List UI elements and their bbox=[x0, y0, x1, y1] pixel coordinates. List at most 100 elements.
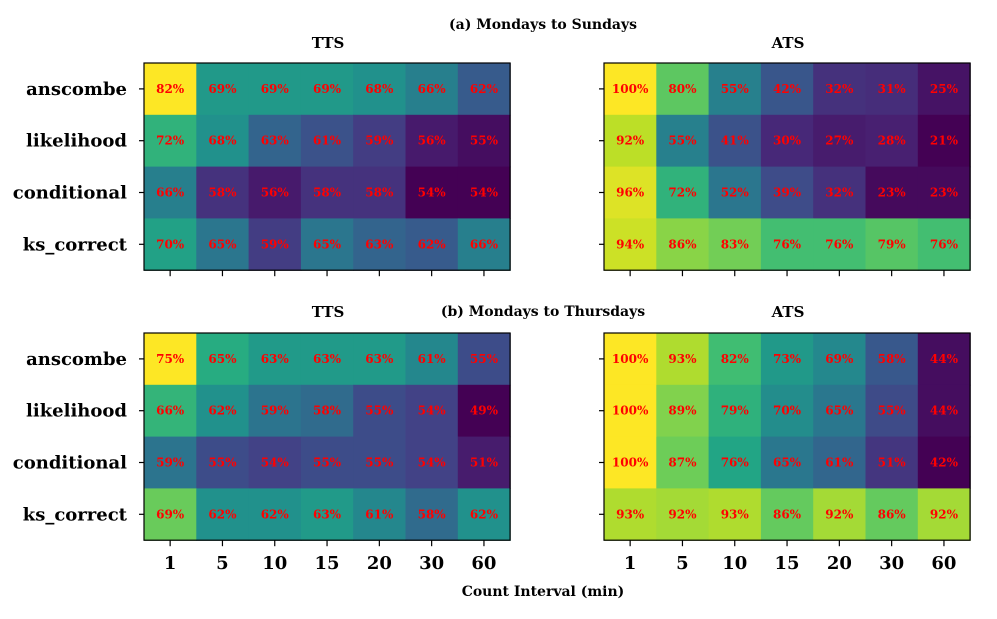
x-tick-label: 30 bbox=[419, 553, 444, 574]
heatmap-cell bbox=[405, 166, 459, 219]
heatmap-cell bbox=[656, 114, 710, 168]
y-tick-label: conditional bbox=[13, 183, 127, 204]
heatmap-cell bbox=[813, 488, 867, 541]
cell-value-label: 54% bbox=[418, 404, 447, 418]
x-tick-label: 5 bbox=[676, 553, 689, 574]
heatmap-cell bbox=[457, 166, 511, 219]
y-tick-label: anscombe bbox=[26, 79, 127, 100]
heatmap-cell bbox=[917, 436, 971, 489]
heatmap-cell bbox=[405, 436, 459, 489]
heatmap-cell bbox=[248, 166, 302, 219]
cell-value-label: 58% bbox=[313, 404, 342, 418]
group-a-ats-title: ATS bbox=[771, 34, 805, 52]
heatmap-cell bbox=[144, 114, 197, 168]
cell-value-label: 69% bbox=[208, 82, 237, 96]
cell-value-label: 66% bbox=[418, 82, 447, 96]
heatmap-cell bbox=[353, 384, 407, 438]
cell-value-label: 61% bbox=[313, 134, 342, 148]
heatmap-cell bbox=[865, 114, 919, 168]
heatmap-cell bbox=[196, 384, 250, 438]
heatmap-cell bbox=[405, 384, 459, 438]
x-tick-label: 1 bbox=[164, 553, 177, 574]
heatmap-cell bbox=[144, 384, 197, 438]
heatmap-cell bbox=[865, 218, 919, 271]
x-tick-label: 10 bbox=[722, 553, 747, 574]
cell-value-label: 23% bbox=[930, 186, 959, 200]
group-b-ats-title: ATS bbox=[771, 303, 805, 321]
cell-value-label: 93% bbox=[721, 507, 750, 521]
cell-value-label: 62% bbox=[470, 82, 499, 96]
heatmap-cell bbox=[760, 166, 814, 219]
heatmap-cell bbox=[144, 436, 197, 489]
cell-value-label: 61% bbox=[365, 507, 394, 521]
x-tick-label: 60 bbox=[471, 553, 496, 574]
cell-value-label: 66% bbox=[156, 404, 185, 418]
cell-value-label: 51% bbox=[470, 456, 499, 470]
heatmap-cell bbox=[917, 166, 971, 219]
heatmap-cell bbox=[144, 218, 197, 271]
heatmap-cell bbox=[248, 218, 302, 271]
heatmap-cell bbox=[813, 63, 867, 116]
heatmap-cell bbox=[457, 488, 511, 541]
cell-value-label: 65% bbox=[825, 404, 854, 418]
cell-value-label: 28% bbox=[878, 134, 907, 148]
cell-value-label: 49% bbox=[470, 404, 499, 418]
heatmap-cell bbox=[248, 333, 302, 386]
group-b-tts-title: TTS bbox=[312, 303, 345, 321]
x-axis-label: Count Interval (min) bbox=[462, 584, 625, 600]
cell-value-label: 63% bbox=[313, 352, 342, 366]
cell-value-label: 66% bbox=[470, 237, 499, 251]
cell-value-label: 56% bbox=[418, 134, 447, 148]
x-tick-label: 20 bbox=[827, 553, 852, 574]
cell-value-label: 62% bbox=[470, 507, 499, 521]
heatmap-cell bbox=[708, 333, 762, 386]
heatmap-cell bbox=[405, 333, 459, 386]
heatmap-cell bbox=[656, 166, 710, 219]
heatmap-cell bbox=[708, 114, 762, 168]
heatmap-cell bbox=[457, 218, 511, 271]
heatmap-cell bbox=[457, 436, 511, 489]
cell-value-label: 76% bbox=[825, 237, 854, 251]
cell-value-label: 55% bbox=[721, 82, 750, 96]
heatmap-cell bbox=[300, 114, 354, 168]
cell-value-label: 62% bbox=[208, 404, 237, 418]
cell-value-label: 58% bbox=[313, 186, 342, 200]
group-a-title: (a) Mondays to Sundays bbox=[449, 17, 637, 33]
cell-value-label: 58% bbox=[878, 352, 907, 366]
heatmap-cell bbox=[865, 436, 919, 489]
x-tick-label: 60 bbox=[931, 553, 956, 574]
heatmap-cell bbox=[196, 63, 250, 116]
x-tick-label: 20 bbox=[367, 553, 392, 574]
cell-value-label: 58% bbox=[418, 507, 447, 521]
cell-value-label: 44% bbox=[930, 352, 959, 366]
heatmap-cell bbox=[813, 333, 867, 386]
cell-value-label: 86% bbox=[878, 507, 907, 521]
group1-tts-panel: 75% 65% 63% 63% 63% 61% 55% 66% 62% 59% 58% 55% 54% 4… bbox=[13, 332, 511, 574]
cell-value-label: 55% bbox=[365, 456, 394, 470]
cell-value-label: 65% bbox=[773, 456, 802, 470]
heatmap-cell bbox=[760, 218, 814, 271]
group0-tts-panel: 82% 69% 69% 69% 68% 66% 62% 72% 68% 63% 61% 59% 56% 5… bbox=[13, 62, 511, 277]
heatmap-cell bbox=[604, 218, 657, 271]
heatmap-cell bbox=[656, 63, 710, 116]
heatmap-cell bbox=[405, 488, 459, 541]
cell-value-label: 56% bbox=[261, 186, 290, 200]
heatmap-cell bbox=[708, 218, 762, 271]
cell-value-label: 69% bbox=[313, 82, 342, 96]
heatmap-cell bbox=[604, 166, 657, 219]
heatmap-cell bbox=[760, 384, 814, 438]
cell-value-label: 32% bbox=[825, 186, 854, 200]
heatmap-cell bbox=[760, 488, 814, 541]
cell-value-label: 76% bbox=[773, 237, 802, 251]
heatmap-cell bbox=[813, 166, 867, 219]
heatmap-cell bbox=[865, 488, 919, 541]
heatmap-cell bbox=[917, 384, 971, 438]
x-tick-label: 15 bbox=[775, 553, 800, 574]
y-tick-label: conditional bbox=[13, 453, 127, 474]
cell-value-label: 30% bbox=[773, 134, 802, 148]
heatmap-cell bbox=[917, 63, 971, 116]
cell-value-label: 100% bbox=[612, 404, 649, 418]
cell-value-label: 76% bbox=[721, 456, 750, 470]
cell-value-label: 59% bbox=[365, 134, 394, 148]
